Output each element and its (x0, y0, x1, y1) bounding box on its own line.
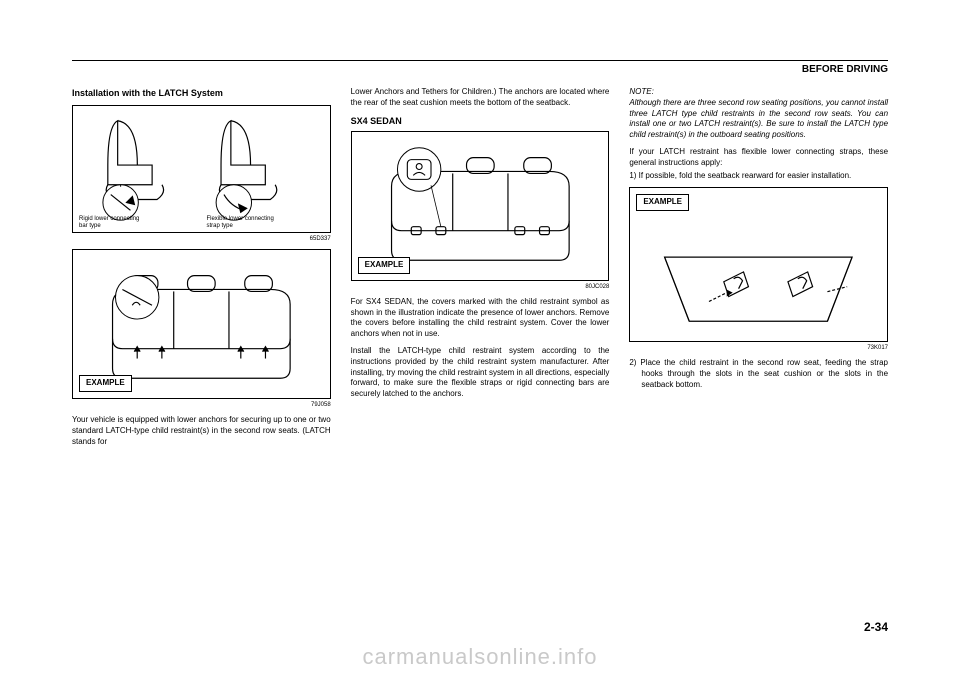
col2-para3: Install the LATCH-type child restraint s… (351, 346, 610, 400)
example-badge: EXAMPLE (79, 375, 132, 392)
col3-para1: If your LATCH restraint has flexible low… (629, 147, 888, 181)
example-badge: EXAMPLE (358, 257, 411, 274)
example-badge: EXAMPLE (636, 194, 689, 211)
latch-types-svg (73, 106, 330, 232)
col2-subheading: SX4 SEDAN (351, 115, 610, 127)
page-number: 2-34 (864, 620, 888, 634)
section-label: BEFORE DRIVING (72, 64, 888, 75)
figure-rear-seat-anchors: EXAMPLE (72, 249, 331, 399)
column-1: Installation with the LATCH System (72, 87, 331, 454)
col1-para1: Your vehicle is equipped with lower anch… (72, 415, 331, 447)
note-block: NOTE: Although there are three second ro… (629, 87, 888, 141)
col2-para2: For SX4 SEDAN, the covers marked with th… (351, 297, 610, 340)
list-item-2: 2) Place the child restraint in the seco… (629, 358, 888, 390)
figure-latch-types: Rigid lower connectingbar type Flexible … (72, 105, 331, 233)
caption-left: Rigid lower connectingbar type (79, 216, 195, 230)
fig-code-80jc028: 80JC028 (351, 283, 610, 291)
fig-code-79j058: 79J058 (72, 401, 331, 409)
column-3: NOTE: Although there are three second ro… (629, 87, 888, 454)
watermark: carmanualsonline.info (0, 644, 960, 670)
col2-para1: Lower Anchors and Tethers for Children.)… (351, 87, 610, 109)
caption-right: Flexible lower connectingstrap type (206, 216, 322, 230)
fold-svg (630, 188, 887, 341)
figure-fold-seatback: EXAMPLE (629, 187, 888, 342)
column-2: Lower Anchors and Tethers for Children.)… (351, 87, 610, 454)
manual-page: BEFORE DRIVING Installation with the LAT… (0, 0, 960, 678)
note-label: NOTE: (629, 87, 653, 96)
fig-code-65d337: 65D337 (72, 235, 331, 243)
col1-heading: Installation with the LATCH System (72, 87, 331, 99)
note-body: Although there are three second row seat… (629, 98, 888, 139)
figure-sx4-sedan-seat: EXAMPLE (351, 131, 610, 281)
list-item-1: 1) If possible, fold the seatback rearwa… (629, 171, 888, 182)
header-rule (72, 60, 888, 61)
fig-code-73k017: 73K017 (629, 344, 888, 352)
three-column-layout: Installation with the LATCH System (72, 87, 888, 454)
